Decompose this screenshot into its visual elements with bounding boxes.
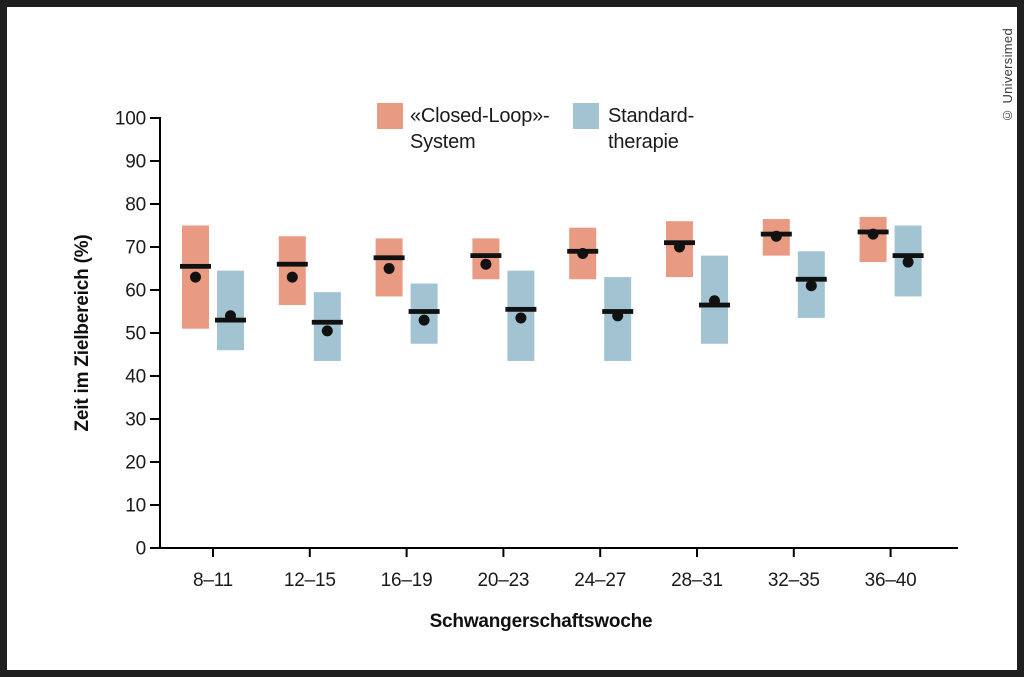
mean-dot (770, 230, 782, 242)
legend-label: therapie (608, 131, 679, 153)
x-axis-title: Schwangerschaftswoche (430, 611, 653, 632)
copyright-credit: © Universimed (1000, 28, 1015, 123)
mean-dot (577, 247, 589, 259)
y-tick-label: 80 (125, 195, 146, 216)
range-bar (278, 236, 306, 306)
mean-dot (515, 312, 527, 324)
y-tick-label: 20 (125, 453, 146, 474)
mean-dot (383, 263, 395, 274)
legend-label: «Closed-Loop»- (410, 105, 550, 127)
y-tick-label: 10 (125, 496, 146, 517)
median-line (892, 253, 924, 258)
y-tick-label: 100 (115, 109, 146, 130)
x-tick-label: 8–11 (193, 570, 233, 591)
median-line (311, 319, 343, 325)
x-tick-label: 12–15 (284, 570, 336, 591)
x-tick-label: 16–19 (381, 570, 433, 591)
mean-dot (674, 241, 685, 253)
mean-dot (321, 325, 333, 337)
mean-dot (190, 271, 201, 283)
legend-swatch (377, 103, 403, 129)
legend-label: System (410, 131, 475, 153)
median-line (180, 263, 211, 269)
y-tick-label: 40 (125, 367, 146, 388)
y-tick-label: 50 (125, 324, 146, 345)
mean-dot (709, 295, 720, 307)
median-line (505, 306, 537, 312)
mean-dot (867, 228, 879, 240)
y-tick-label: 60 (125, 281, 146, 302)
legend-label: Standard- (608, 105, 694, 127)
mean-dot (805, 280, 817, 292)
x-tick-label: 24–27 (574, 570, 626, 591)
y-tick-label: 90 (125, 152, 146, 173)
mean-dot (286, 271, 298, 283)
mean-dot (902, 256, 914, 268)
x-tick-label: 32–35 (768, 570, 820, 591)
x-tick-label: 36–40 (865, 570, 917, 591)
mean-dot (612, 310, 624, 322)
median-line (276, 261, 308, 267)
median-line (470, 253, 502, 258)
y-tick-label: 30 (125, 410, 146, 431)
median-line (408, 309, 440, 314)
y-axis-title: Zeit im Zielbereich (%) (72, 234, 93, 431)
x-tick-label: 20–23 (477, 570, 529, 591)
mean-dot (225, 310, 236, 322)
x-tick-label: 28–31 (671, 570, 723, 591)
y-tick-label: 70 (125, 238, 146, 259)
median-line (373, 255, 405, 261)
legend-swatch (573, 103, 599, 129)
mean-dot (418, 314, 430, 326)
mean-dot (480, 258, 492, 270)
y-tick-label: 0 (136, 539, 146, 560)
median-line (795, 276, 827, 282)
